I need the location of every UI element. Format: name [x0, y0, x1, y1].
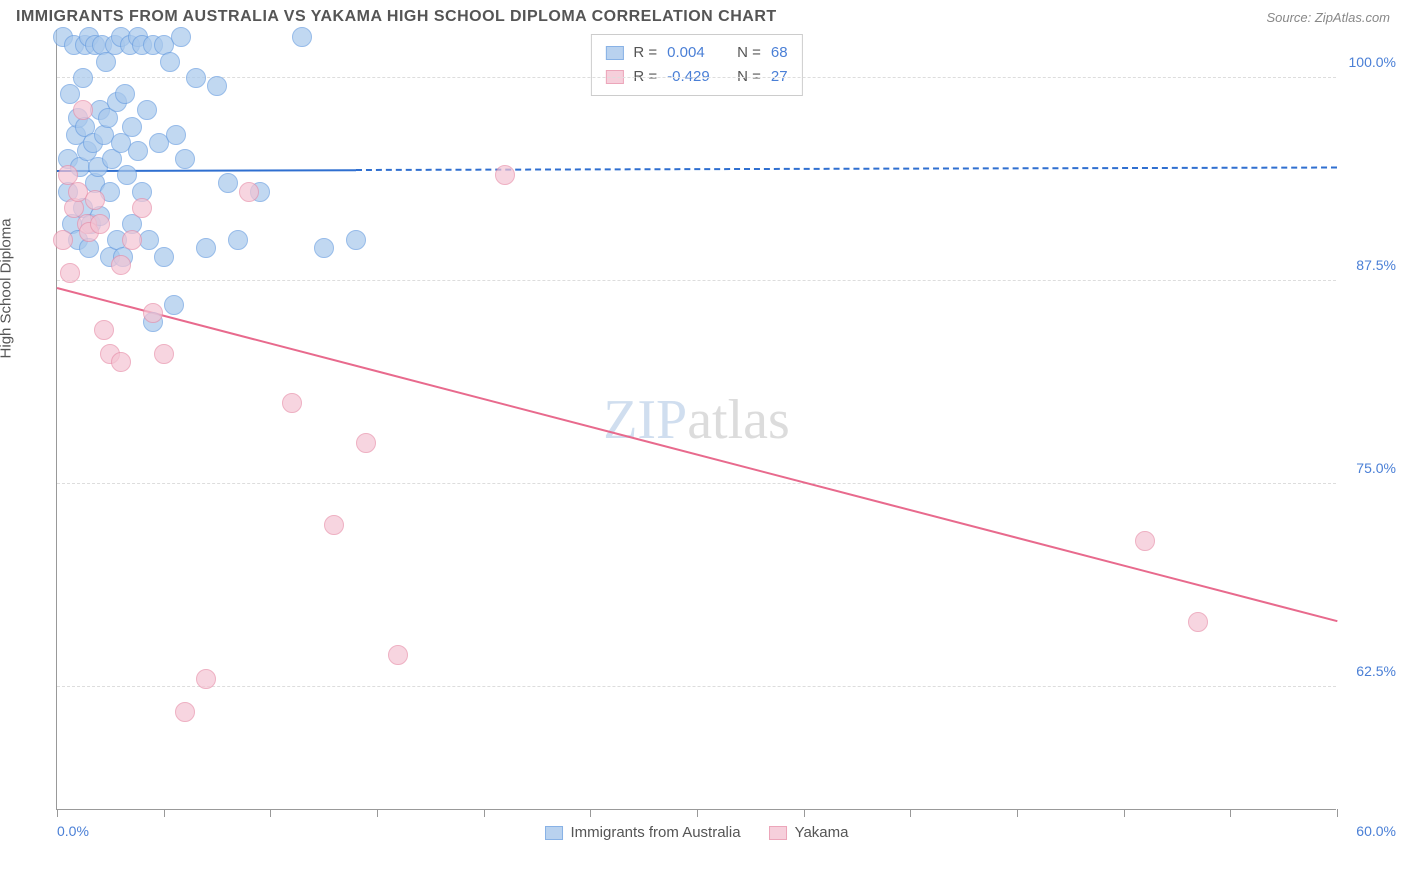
r-value: 0.004	[667, 41, 727, 65]
x-tick	[164, 809, 165, 817]
r-prefix: R =	[633, 41, 657, 65]
data-point-yakama	[388, 645, 408, 665]
x-tick	[910, 809, 911, 817]
data-point-yakama	[53, 230, 73, 250]
x-tick	[1337, 809, 1338, 817]
x-tick-label: 0.0%	[57, 823, 89, 839]
data-point-australia	[122, 117, 142, 137]
data-point-australia	[73, 68, 93, 88]
data-point-australia	[228, 230, 248, 250]
data-point-australia	[186, 68, 206, 88]
data-point-yakama	[154, 344, 174, 364]
data-point-australia	[175, 149, 195, 169]
data-point-yakama	[90, 214, 110, 234]
correlation-legend: R =0.004N =68R =-0.429N =27	[590, 34, 802, 96]
scatter-plot: R =0.004N =68R =-0.429N =27 ZIPatlas Imm…	[56, 30, 1336, 810]
data-point-yakama	[111, 255, 131, 275]
data-point-australia	[196, 238, 216, 258]
gridline	[57, 77, 1336, 78]
legend-label: Yakama	[795, 824, 849, 841]
y-tick-label: 87.5%	[1341, 257, 1396, 273]
data-point-yakama	[1188, 612, 1208, 632]
gridline	[57, 280, 1336, 281]
data-point-yakama	[356, 433, 376, 453]
x-tick	[377, 809, 378, 817]
legend-item-australia: Immigrants from Australia	[545, 824, 741, 841]
data-point-yakama	[111, 352, 131, 372]
gridline	[57, 686, 1336, 687]
x-tick	[57, 809, 58, 817]
data-point-yakama	[73, 100, 93, 120]
data-point-yakama	[282, 393, 302, 413]
chart-title: IMMIGRANTS FROM AUSTRALIA VS YAKAMA HIGH…	[16, 8, 777, 26]
data-point-australia	[218, 173, 238, 193]
watermark: ZIPatlas	[603, 388, 790, 452]
data-point-australia	[139, 230, 159, 250]
x-tick	[697, 809, 698, 817]
y-tick-label: 100.0%	[1341, 54, 1396, 70]
data-point-australia	[314, 238, 334, 258]
data-point-australia	[207, 76, 227, 96]
legend-item-yakama: Yakama	[769, 824, 849, 841]
legend-row-australia: R = 0.004 N = 68	[605, 41, 787, 65]
chart-wrap: High School Diploma R =0.004N =68R =-0.4…	[16, 30, 1390, 810]
legend-label: Immigrants from Australia	[571, 824, 741, 841]
data-point-yakama	[143, 303, 163, 323]
data-point-australia	[160, 52, 180, 72]
source-label: Source: ZipAtlas.com	[1266, 10, 1390, 25]
legend-swatch	[605, 46, 623, 60]
x-tick	[1230, 809, 1231, 817]
data-point-yakama	[175, 702, 195, 722]
data-point-australia	[115, 84, 135, 104]
data-point-australia	[292, 27, 312, 47]
x-tick	[590, 809, 591, 817]
data-point-yakama	[132, 198, 152, 218]
legend-swatch	[769, 826, 787, 840]
x-tick	[270, 809, 271, 817]
data-point-yakama	[239, 182, 259, 202]
data-point-australia	[154, 247, 174, 267]
data-point-australia	[128, 141, 148, 161]
n-prefix: N =	[737, 41, 761, 65]
x-tick	[1124, 809, 1125, 817]
x-tick	[484, 809, 485, 817]
n-value: 68	[771, 41, 788, 65]
y-tick-label: 62.5%	[1341, 663, 1396, 679]
y-tick-label: 75.0%	[1341, 460, 1396, 476]
data-point-australia	[346, 230, 366, 250]
data-point-yakama	[94, 320, 114, 340]
trend-line	[57, 287, 1337, 622]
data-point-yakama	[85, 190, 105, 210]
data-point-australia	[117, 165, 137, 185]
data-point-australia	[166, 125, 186, 145]
data-point-australia	[164, 295, 184, 315]
gridline	[57, 483, 1336, 484]
data-point-yakama	[196, 669, 216, 689]
data-point-australia	[137, 100, 157, 120]
data-point-yakama	[1135, 531, 1155, 551]
data-point-yakama	[324, 515, 344, 535]
title-bar: IMMIGRANTS FROM AUSTRALIA VS YAKAMA HIGH…	[0, 0, 1406, 30]
x-tick	[804, 809, 805, 817]
data-point-australia	[171, 27, 191, 47]
data-point-yakama	[122, 230, 142, 250]
data-point-yakama	[495, 165, 515, 185]
data-point-yakama	[60, 263, 80, 283]
y-axis-label: High School Diploma	[0, 218, 15, 358]
legend-swatch	[545, 826, 563, 840]
x-tick-label: 60.0%	[1341, 823, 1396, 839]
series-legend: Immigrants from Australia Yakama	[545, 824, 849, 841]
x-tick	[1017, 809, 1018, 817]
